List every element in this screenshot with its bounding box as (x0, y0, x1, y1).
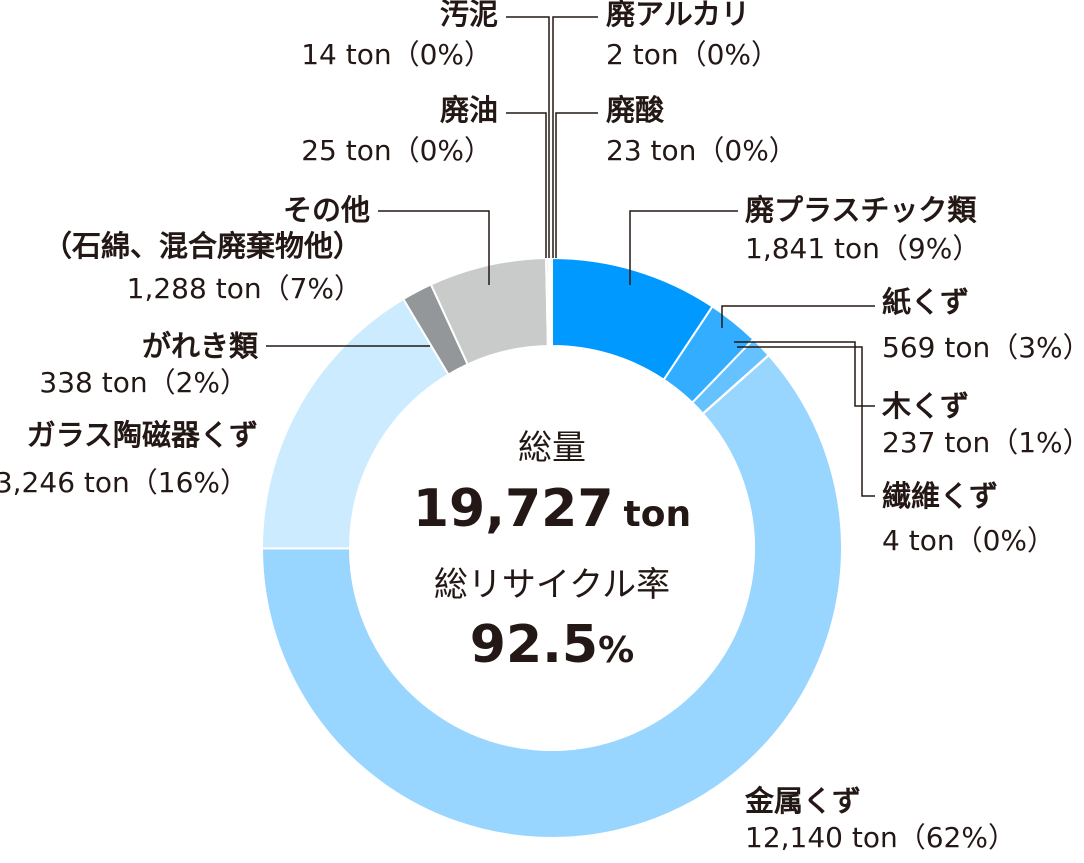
slice-name-label-11: 廃酸 (606, 93, 665, 127)
slice-name-label-1: 紙くず (882, 285, 969, 319)
leader-line-7 (378, 210, 490, 285)
leader-line-9 (506, 16, 550, 258)
total-value: 19,727 ton (413, 479, 691, 539)
total-caption: 総量 (518, 428, 586, 468)
leader-line-2 (734, 341, 875, 407)
slice-name-label-4: 金属くず (744, 784, 861, 818)
slice-name-label-5: ガラス陶磁器くず (27, 418, 258, 452)
slice-value-label-10: 2 ton（0%） (606, 38, 779, 71)
leader-line-10 (552, 16, 598, 258)
slice-name-label-8: 廃油 (440, 93, 498, 127)
slice-value-label-11: 23 ton（0%） (606, 134, 797, 167)
donut-slices (260, 256, 843, 839)
slice-name-sub-label-7: （石綿、混合廃棄物他） (43, 229, 362, 263)
leader-lines (266, 16, 875, 497)
leader-line-3 (737, 346, 875, 497)
leader-line-11 (555, 112, 598, 258)
slice-value-label-4: 12,140 ton（62%） (745, 821, 1016, 854)
slice-value-label-5: 3,246 ton（16%） (0, 466, 248, 499)
rate-caption: 総リサイクル率 (434, 565, 670, 605)
leader-line-8 (506, 112, 547, 258)
slice-11 (548, 256, 553, 348)
slice-name-label-10: 廃アルカリ (606, 0, 750, 31)
slice-name-label-9: 汚泥 (440, 0, 498, 31)
slice-value-label-7: 1,288 ton（7%） (127, 272, 362, 305)
total-number: 19,727 (413, 479, 614, 539)
slice-name-label-7: その他 (283, 193, 370, 227)
slice-name-label-0: 廃プラスチック類 (745, 193, 977, 227)
slice-value-label-8: 25 ton（0%） (301, 134, 492, 167)
leader-line-0 (629, 210, 738, 285)
slice-value-label-1: 569 ton（3%） (882, 331, 1084, 364)
rate-unit: % (598, 630, 634, 671)
leader-line-1 (721, 305, 875, 328)
slice-value-label-3: 4 ton（0%） (882, 524, 1055, 557)
total-unit: ton (624, 494, 692, 535)
slice-name-label-6: がれき類 (142, 329, 259, 363)
rate-value: 92.5% (470, 615, 634, 675)
slice-value-label-9: 14 ton（0%） (301, 38, 492, 71)
slice-value-label-2: 237 ton（1%） (882, 426, 1084, 459)
center-summary: 総量 19,727 ton 総リサイクル率 92.5% (413, 428, 691, 675)
rate-number: 92.5 (470, 615, 598, 675)
slice-value-label-0: 1,841 ton（9%） (745, 232, 980, 265)
slice-4 (260, 353, 843, 839)
slice-value-label-6: 338 ton（2%） (39, 366, 248, 399)
slice-name-label-3: 繊維くず (882, 479, 998, 513)
slice-name-label-2: 木くず (881, 389, 969, 423)
